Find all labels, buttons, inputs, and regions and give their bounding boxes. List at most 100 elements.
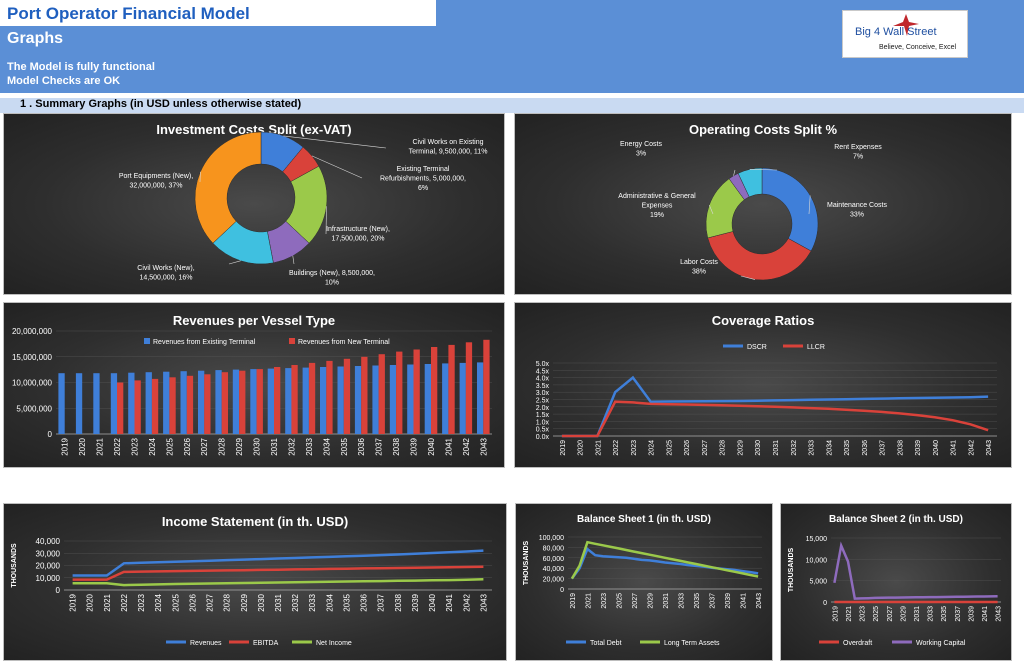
- opex-slice: [761, 167, 819, 252]
- bs2-legend-label: Overdraft: [843, 640, 872, 647]
- section-title: 1 . Summary Graphs (in USD unless otherw…: [20, 98, 302, 110]
- revenues-bar: [372, 365, 379, 434]
- opex-slice-label: 33%: [850, 212, 864, 219]
- logo-text: Big 4 Wall Street: [855, 26, 937, 38]
- revenues-legend-swatch: [289, 338, 295, 344]
- revenues-bar: [93, 373, 100, 434]
- investment-slice-label: Refurbishments, 5,000,000,: [380, 176, 466, 183]
- revenues-xtick: 2037: [375, 437, 384, 455]
- title-box: Port Operator Financial Model: [0, 0, 436, 26]
- revenues-xtick: 2026: [183, 437, 192, 455]
- revenues-ytick: 15,000,000: [12, 353, 53, 362]
- revenues-chart[interactable]: Revenues per Vessel Type 0 5,000,000 10,000…: [3, 302, 505, 468]
- revenues-xtick: 2022: [113, 437, 122, 455]
- coverage-ytick: 3.5x: [536, 383, 550, 390]
- p-bs2-svg: Balance Sheet 2 (in th. USD) 0 5,000 10,000…: [788, 514, 1003, 647]
- revenues-bar: [308, 362, 316, 434]
- revenues-bar: [343, 358, 351, 434]
- investment-slice-label: Terminal, 9,500,000, 11%: [409, 149, 488, 156]
- income-xtick: 2038: [394, 593, 403, 611]
- balance-sheet-1-chart[interactable]: Balance Sheet 1 (in th. USD) 0 20,000 40,00…: [515, 503, 773, 661]
- opex-slice-label: 3%: [636, 151, 646, 158]
- income-ylabel: THOUSANDS: [11, 543, 18, 588]
- income-series-line: [72, 578, 484, 587]
- bs2-xtick: 2039: [968, 606, 975, 622]
- opex-slice: [737, 167, 763, 198]
- coverage-ytick: 4.0x: [536, 376, 550, 383]
- income-xtick: 2024: [154, 593, 163, 611]
- bs1-xtick: 2033: [679, 593, 686, 609]
- revenues-bar: [424, 364, 431, 434]
- bs1-ytick: 80,000: [543, 545, 565, 552]
- income-xtick: 2031: [274, 593, 283, 611]
- income-xtick: 2034: [325, 593, 334, 611]
- revenues-ytick: 10,000,000: [12, 379, 53, 388]
- bs2-xtick: 2043: [996, 606, 1003, 622]
- income-xtick: 2043: [479, 593, 488, 611]
- revenues-bar: [58, 373, 65, 434]
- investment-chart[interactable]: Investment Costs Split (ex-VAT) Civil Wor…: [3, 113, 505, 295]
- coverage-legend-label: LLCR: [807, 344, 825, 351]
- income-xtick: 2029: [240, 593, 249, 611]
- bs2-ytick: 0: [823, 600, 827, 607]
- investment-slice-label: Civil Works (New),: [137, 265, 194, 272]
- investment-slice-label: Port Equipments (New),: [119, 173, 193, 180]
- revenues-ytick: 20,000,000: [12, 327, 53, 336]
- income-xtick: 2040: [428, 593, 437, 611]
- revenues-bar: [326, 360, 333, 434]
- bs2-xtick: 2021: [846, 606, 853, 622]
- income-xtick: 2041: [445, 593, 454, 611]
- coverage-chart[interactable]: Coverage Ratios 0.0x 0.5x 1.0x 1.5x 2.0x 2.5x 3…: [514, 302, 1012, 468]
- revenues-xtick: 2021: [96, 437, 105, 455]
- revenues-bar: [448, 344, 455, 434]
- revenues-bar: [378, 354, 385, 434]
- revenues-bar: [459, 362, 466, 434]
- income-xtick: 2021: [103, 593, 112, 611]
- revenues-bar: [291, 365, 298, 434]
- income-xtick: 2023: [137, 593, 146, 611]
- revenues-ytick: 0: [48, 430, 53, 439]
- coverage-xtick: 2033: [809, 440, 816, 456]
- revenues-xtick: 2032: [287, 437, 296, 455]
- revenues-bar: [431, 347, 438, 434]
- revenues-bar: [256, 369, 263, 434]
- coverage-ytick: 1.0x: [536, 419, 550, 426]
- bs1-xtick: 2037: [710, 593, 717, 609]
- bs1-xtick: 2039: [725, 593, 732, 609]
- revenues-xtick: 2039: [410, 437, 419, 455]
- bs1-ytick: 40,000: [543, 566, 565, 573]
- coverage-xtick: 2028: [720, 440, 727, 456]
- revenues-xtick: 2033: [305, 437, 314, 455]
- income-series-line: [72, 549, 484, 577]
- bs1-xtick: 2027: [632, 593, 639, 609]
- balance-sheet-2-chart[interactable]: Balance Sheet 2 (in th. USD) 0 5,000 10,000…: [780, 503, 1012, 661]
- coverage-xtick: 2036: [862, 440, 869, 456]
- coverage-xtick: 2040: [933, 440, 940, 456]
- coverage-xtick: 2037: [880, 440, 887, 456]
- coverage-xtick: 2029: [737, 440, 744, 456]
- revenues-bar: [361, 356, 368, 435]
- bs1-title: Balance Sheet 1 (in th. USD): [577, 514, 711, 525]
- revenues-bar: [337, 366, 344, 434]
- revenues-bar: [302, 367, 309, 434]
- income-xtick: 2030: [257, 593, 266, 611]
- model-status: The Model is fully functional: [7, 61, 155, 73]
- revenues-legend-label: Revenues from Existing Terminal: [153, 339, 256, 346]
- bs2-ytick: 5,000: [809, 579, 827, 586]
- income-chart[interactable]: Income Statement (in th. USD) 0 10,000 20,0…: [3, 503, 507, 661]
- logo[interactable]: Big 4 Wall Street Believe, Conceive, Exc…: [842, 10, 968, 58]
- opex-chart[interactable]: Operating Costs Split % Maintenance Costs…: [514, 113, 1012, 295]
- coverage-ytick: 4.5x: [536, 368, 550, 375]
- bs1-ytick: 20,000: [543, 577, 565, 584]
- revenues-legend-label: Revenues from New Terminal: [298, 339, 390, 346]
- revenues-xtick: 2023: [130, 437, 139, 455]
- income-xtick: 2033: [308, 593, 317, 611]
- income-xtick: 2037: [377, 593, 386, 611]
- investment-leader-line: [228, 260, 241, 265]
- coverage-xtick: 2031: [773, 440, 780, 456]
- p-bs1-svg: Balance Sheet 1 (in th. USD) 0 20,000 40,00…: [523, 514, 763, 647]
- income-legend-label: Revenues: [190, 640, 222, 647]
- income-xtick: 2042: [462, 593, 471, 611]
- coverage-xtick: 2041: [951, 440, 958, 456]
- investment-slice-label: 6%: [418, 185, 428, 192]
